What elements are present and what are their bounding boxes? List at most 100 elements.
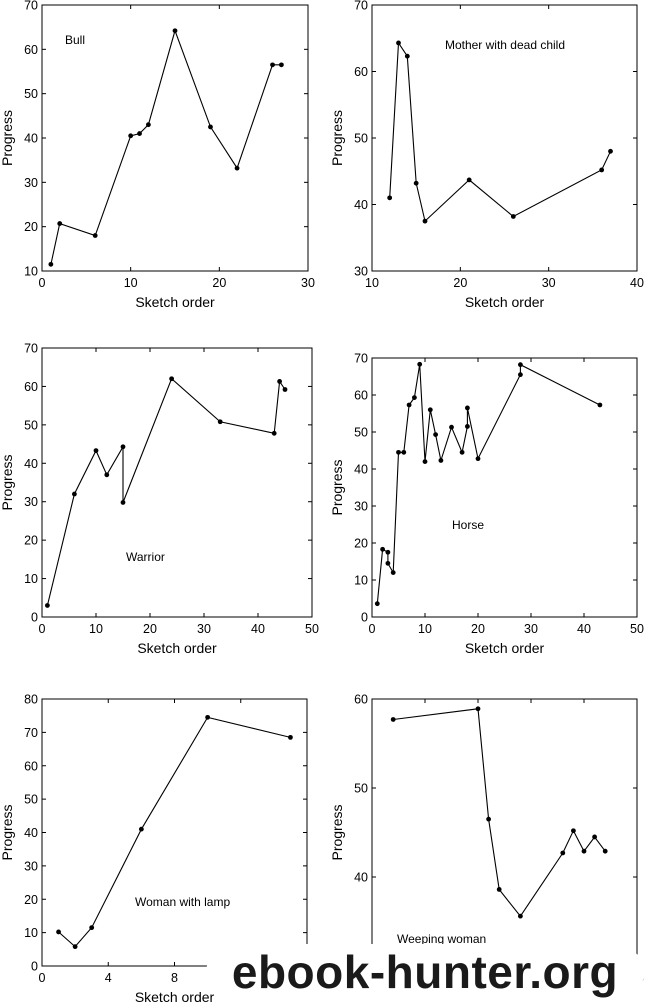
data-point [518, 362, 523, 368]
y-tick-label: 10 [24, 265, 38, 279]
x-axis-label: Sketch order [465, 640, 545, 656]
y-tick-label: 30 [354, 500, 368, 514]
y-tick-label: 0 [31, 960, 38, 974]
data-point [169, 376, 175, 382]
data-point [288, 734, 293, 740]
data-point [581, 848, 587, 854]
y-axis-label: Progress [0, 454, 15, 510]
y-tick-label: 20 [354, 537, 368, 551]
y-axis-label: Progress [329, 804, 345, 860]
plot-frame [371, 698, 638, 967]
data-point [93, 448, 99, 454]
x-axis-label: Sketch order [465, 294, 545, 310]
panel-title: Mother with dead child [445, 38, 565, 52]
data-point [72, 944, 78, 950]
data-point [277, 379, 282, 384]
series-line [376, 363, 601, 604]
data-point [208, 124, 213, 130]
data-point [234, 165, 240, 171]
chart-panel-5: 048121601020304050607080Sketch orderProg… [0, 693, 314, 1006]
x-tick-label: 20 [453, 276, 467, 290]
x-tick-label: 40 [630, 276, 644, 290]
y-tick-label: 60 [354, 389, 368, 403]
data-point [510, 214, 516, 219]
x-tick-label: 30 [542, 276, 556, 290]
watermark-background [206, 944, 644, 1002]
y-tick-label: 20 [24, 534, 38, 548]
data-point [396, 40, 401, 46]
watermark: ebook-hunter.org [206, 944, 644, 1002]
data-point [396, 449, 401, 455]
y-tick-label: 20 [24, 893, 38, 907]
data-point [120, 500, 126, 505]
y-tick-label: 30 [24, 176, 38, 190]
data-point [374, 601, 380, 607]
data-point [279, 62, 284, 68]
y-tick-label: 40 [354, 463, 368, 477]
y-tick-label: 40 [24, 826, 38, 840]
x-tick-label: 10 [89, 622, 103, 636]
y-axis-label: Progress [0, 804, 15, 860]
data-point [270, 62, 275, 68]
data-point [48, 261, 54, 267]
panel-title: Warrior [126, 550, 165, 564]
data-point [486, 816, 491, 822]
x-tick-label: 0 [369, 622, 376, 636]
data-point [380, 546, 385, 552]
x-tick-label: 0 [39, 971, 46, 985]
data-point [597, 402, 603, 408]
data-point [72, 491, 77, 497]
data-point [406, 402, 412, 408]
y-tick-label: 30 [354, 265, 368, 279]
data-point [172, 28, 178, 34]
y-tick-label: 0 [361, 611, 368, 625]
chart-panel-4: 0 10 20 30 40 50 0 10 20 30 40 50 60 70 Sketch order Pr… [329, 352, 644, 657]
data-point [465, 405, 470, 411]
data-point [89, 925, 95, 931]
data-point [422, 459, 428, 464]
panel-title: Horse [452, 518, 484, 532]
data-point [104, 472, 110, 478]
series-line [393, 708, 606, 918]
x-tick-label: 4 [105, 971, 112, 985]
x-tick-label: 10 [365, 276, 379, 290]
data-point [385, 560, 391, 566]
y-tick-label: 50 [354, 782, 368, 796]
data-point [465, 424, 470, 429]
y-tick-label: 60 [354, 693, 368, 707]
data-point [599, 167, 605, 173]
data-point [390, 570, 396, 575]
x-tick-label: 40 [577, 622, 591, 636]
panel-title: Bull [65, 33, 85, 47]
data-point [401, 449, 407, 455]
data-point [413, 180, 419, 186]
data-point [422, 218, 428, 224]
data-point [433, 432, 438, 437]
y-tick-label: 70 [24, 0, 38, 13]
y-tick-label: 70 [354, 0, 368, 13]
y-tick-label: 10 [24, 572, 38, 586]
y-tick-label: 60 [24, 380, 38, 394]
y-tick-label: 40 [354, 198, 368, 212]
y-tick-label: 60 [24, 759, 38, 773]
y-tick-label: 50 [354, 426, 368, 440]
y-tick-label: 70 [354, 352, 368, 366]
plot-frame [41, 698, 308, 967]
data-point [417, 361, 423, 367]
data-point [137, 131, 142, 136]
chart-panel-2: 10 20 30 40 30 40 50 60 70 Sketch order Progress Mo… [329, 0, 644, 310]
x-tick-label: 10 [124, 276, 138, 290]
y-tick-label: 20 [24, 220, 38, 234]
data-point [466, 177, 472, 183]
y-tick-label: 30 [24, 495, 38, 509]
x-tick-label: 50 [630, 622, 644, 636]
data-point [438, 458, 444, 463]
x-tick-label: 30 [197, 622, 211, 636]
data-point [271, 430, 277, 436]
y-tick-label: 0 [31, 611, 38, 625]
x-axis-label: Sketch order [135, 294, 215, 310]
y-tick-label: 30 [24, 859, 38, 873]
data-point [45, 603, 50, 608]
data-point [120, 444, 126, 450]
